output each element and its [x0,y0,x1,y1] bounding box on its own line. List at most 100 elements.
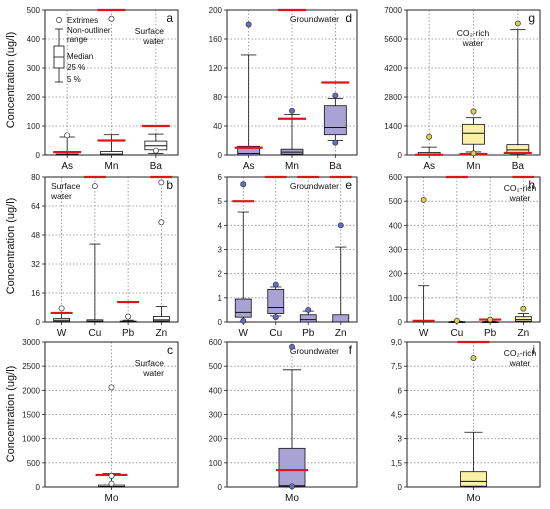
y-tick-label: 2 [218,270,223,279]
x-category-label: Ba [150,161,163,172]
extreme-point [125,313,132,320]
panel-d: 0 40 80 120 160 200 As Mn Ba d Groundwater [209,6,358,172]
water-type-annotation: CO₂-rich [504,183,537,193]
y-tick-label: 4 [218,221,223,230]
water-type-annotation: Groundwater [290,14,339,24]
iqr-box [100,151,123,156]
x-category-label: As [243,161,255,172]
y-tick-label: 100 [389,294,403,303]
panel-letter: h [528,178,535,192]
x-category-label: W [419,328,429,339]
y-tick-label: 4200 [384,64,402,73]
y-tick-label: 500 [389,197,403,206]
y-tick-label: 2500 [22,362,40,371]
extreme-point [272,281,279,288]
y-tick-label: 160 [209,35,223,44]
y-tick-label: 32 [31,260,40,269]
extreme-point [289,483,295,490]
y-tick-label: 1400 [384,122,402,131]
y-tick-label: 2800 [384,93,402,102]
x-category-label: Mn [105,161,119,172]
iqr-box [267,288,285,314]
y-tick-label: 7,5 [391,362,403,371]
water-type-annotation: water [462,38,484,48]
box-Mo [276,343,308,490]
x-category-label: Ba [512,161,525,172]
box-Ba [321,81,350,146]
y-tick-label: 500 [27,6,41,15]
water-type-annotation: CO₂-rich [457,28,490,38]
legend-extreme-symbol [56,17,62,23]
y-tick-label: 300 [389,246,403,255]
x-category-label: Mo [105,493,119,504]
legend-p5-label: 5 % [67,75,81,84]
x-category-label: Zn [335,328,347,339]
extreme-point [426,133,433,140]
x-category-label: W [239,328,249,339]
box-Mo [457,340,490,488]
x-category-label: W [57,328,67,339]
panel-letter: g [528,11,535,25]
panel-letter: e [345,178,352,192]
extreme-point [91,183,98,190]
legend-range-label: range [67,35,88,44]
y-tick-label: 9,0 [391,338,403,347]
y-tick-label: 0 [218,151,223,160]
y-tick-label: 0 [398,318,403,327]
extreme-point [108,384,115,391]
y-tick-label: 400 [27,35,41,44]
y-tick-label: 48 [31,231,40,240]
legend-median-label: Median [67,52,93,61]
x-category-label: Mo [285,493,299,504]
iqr-box [332,314,350,323]
water-type-annotation: Surface [135,358,165,368]
extreme-point [453,317,460,324]
water-type-annotation: water [509,193,531,203]
box-Pb [479,316,502,323]
y-tick-label: 6 [218,173,223,182]
extreme-point [514,20,521,27]
y-tick-label: 400 [209,386,223,395]
y-axis-label-bottom: Concentration (ug/l) [5,366,17,463]
x-category-label: Mn [467,161,481,172]
box-Mo [95,384,128,488]
extreme-point [470,150,477,157]
panel-letter: c [167,343,173,357]
box-As [234,21,263,156]
water-type-annotation: water [142,36,164,46]
y-tick-label: 0 [36,483,41,492]
x-category-label: Zn [156,328,168,339]
extreme-point [158,219,165,226]
extreme-point [332,139,339,146]
y-tick-label: 0 [36,151,41,160]
panel-letter: a [166,11,173,25]
panel-letter: i [532,343,535,357]
extreme-point [272,314,279,321]
iqr-box [299,314,317,323]
x-category-label: Mn [285,161,299,172]
iqr-box [462,123,485,145]
water-type-annotation: water [142,368,164,378]
y-tick-label: 500 [27,459,41,468]
water-type-annotation: Surface [51,181,81,191]
water-type-annotation: CO₂-rich [504,348,537,358]
y-axis-label-middle: Concentration (ug/l) [5,198,17,295]
y-tick-label: 1500 [22,411,40,420]
x-category-label: Pb [122,328,135,339]
y-tick-label: 1 [218,294,223,303]
extreme-point [289,343,295,350]
extreme-point [470,355,477,362]
plot-frame [44,176,179,323]
water-type-annotation: Groundwater [290,181,339,191]
panel-letter: f [349,343,353,357]
y-tick-label: 5600 [384,35,402,44]
extreme-point [108,472,115,479]
extreme-point [240,317,247,324]
box-W [232,181,255,324]
box-Cu [445,175,468,324]
y-tick-label: 1,5 [391,459,403,468]
extreme-point [487,316,494,323]
